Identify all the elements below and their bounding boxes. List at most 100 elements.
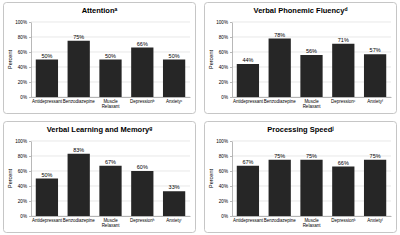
bar [300,160,322,216]
bar [36,60,58,98]
x-tick-label: MuscleRelaxant [303,99,322,109]
bar [99,166,121,216]
x-tick: Depressionᵏ [331,216,356,223]
grid-line [31,22,190,23]
bar [269,39,291,98]
y-tick-mark [230,22,232,23]
x-tick: Antidepressant [32,216,63,223]
y-tick-label: 60% [219,50,228,55]
y-tick-label: 0% [221,95,228,100]
grid-line [31,141,190,142]
data-label: 33% [169,184,180,190]
y-tick: 60% [219,169,232,174]
data-label: 50% [41,172,52,178]
x-tick-label: Anxietyᶜ [166,99,183,104]
figure: Attentionᵃ 0% 20% 40% 60% 80% 100% Percent Antid… [0,0,400,235]
y-tick-label: 60% [219,169,228,174]
bar [332,167,354,217]
y-tick-label: 20% [18,80,27,85]
y-axis: 0%20%40%60%80%100% [216,20,232,100]
y-axis-line [232,23,233,98]
x-tick-label: MuscleRelaxant [102,218,121,228]
y-tick-label: 60% [18,50,27,55]
y-tick-label: 20% [219,199,228,204]
bar [131,48,153,98]
plot-area: 0%20%40%60%80%100%PercentAntidepressantB… [208,139,392,228]
x-tick-label: Antidepressant [32,99,63,104]
x-axis-line [233,97,392,98]
y-tick-label: 80% [219,35,228,40]
chart-title: Attentionᵃ [82,6,118,15]
bar [68,154,90,216]
bar [163,60,185,98]
y-tick: 60% [18,50,31,55]
data-labels: 67%75%75%66%75% [242,153,380,166]
y-tick: 100% [15,20,31,25]
y-tick-mark [230,201,232,202]
panel: Verbal Learning and Memoryᵍ0%20%40%60%80… [4,122,196,233]
y-tick-mark [230,52,232,53]
y-tick: 60% [219,50,232,55]
y-axis-line [31,23,32,98]
grid [232,22,391,97]
x-tick: Benzodiazepine [63,216,96,223]
data-label: 83% [73,147,84,153]
grid-line [232,37,391,38]
grid-line [232,22,391,23]
plot-area: 0%20%40%60%80%100%PercentAntidepressantB… [208,20,392,109]
y-tick-label: 40% [219,65,228,70]
y-tick-mark [29,141,31,142]
data-label: 50% [169,53,180,59]
y-tick: 20% [18,199,31,204]
data-label: 66% [338,160,349,166]
y-tick-label: 40% [18,65,27,70]
y-tick: 0% [221,95,232,100]
y-tick: 80% [18,35,31,40]
y-tick-mark [29,171,31,172]
x-axis: AntidepressantBenzodiazepine MuscleRelaxa… [233,97,392,109]
bars [36,41,185,97]
data-labels: 50%83%67%60%33% [41,147,179,191]
y-tick: 0% [20,214,31,219]
data-labels: 50%75%50%66%50% [41,34,179,59]
y-tick-mark [230,82,232,83]
bar [99,60,121,98]
y-tick-mark [230,67,232,68]
x-tick-label-line: Relaxant [303,223,322,228]
grid [31,141,190,216]
bar [332,44,354,97]
x-tick: Benzodiazepine [63,97,96,104]
y-axis-title: Percent [208,50,214,69]
y-tick: 80% [219,35,232,40]
y-axis: 0%20%40%60%80%100% [15,139,31,219]
y-tick-label: 80% [18,35,27,40]
y-tick: 60% [18,169,31,174]
bar [300,55,322,97]
y-tick: 40% [219,184,232,189]
panel-frame [205,122,397,233]
x-tick: Anxietyⁱ [166,216,182,223]
y-tick-label: 80% [18,154,27,159]
x-tick: MuscleRelaxant [303,216,322,228]
bar [131,171,153,216]
x-axis-line [32,97,191,98]
bar [269,160,291,216]
x-axis: AntidepressantBenzodiazepine MuscleRelaxa… [32,216,191,228]
y-tick-mark [29,37,31,38]
bars [36,154,185,216]
x-tick-label: Benzodiazepine [264,99,297,104]
x-tick: MuscleRelaxant [102,97,121,109]
y-tick: 40% [18,65,31,70]
y-tick-mark [29,67,31,68]
y-tick: 0% [221,214,232,219]
data-label: 56% [306,48,317,54]
y-tick-label: 100% [216,139,228,144]
y-tick-mark [29,52,31,53]
x-axis-line [32,216,191,217]
x-tick-label: Benzodiazepine [63,99,96,104]
y-tick-mark [29,97,31,98]
x-tick-label: Antidepressant [233,99,264,104]
y-tick-label: 0% [20,95,27,100]
panel: Processing Speedʲ0%20%40%60%80%100%Perce… [205,122,397,233]
x-tick-label: MuscleRelaxant [102,99,121,109]
